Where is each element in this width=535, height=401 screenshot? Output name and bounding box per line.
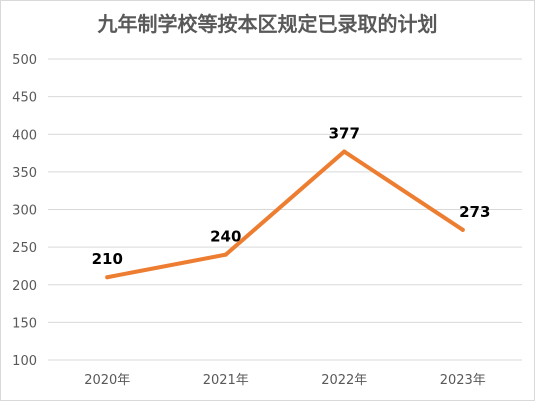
data-point [105, 275, 110, 280]
y-tick-label: 500 [12, 53, 37, 68]
y-axis: 100 150 200 250 300 350 400 450 500 [12, 53, 37, 369]
series-line [105, 149, 465, 280]
x-axis: 2020年 2021年 2022年 2023年 [84, 373, 486, 388]
x-tick-label: 2020年 [84, 373, 130, 388]
x-tick-label: 2021年 [203, 373, 249, 388]
y-tick-label: 200 [12, 279, 37, 294]
chart-title: 九年制学校等按本区规定已录取的计划 [97, 12, 438, 36]
data-label: 210 [92, 250, 123, 268]
y-tick-label: 250 [12, 241, 37, 256]
x-tick-label: 2023年 [440, 373, 486, 388]
data-point [342, 149, 347, 154]
data-labels: 210 240 377 273 [92, 125, 491, 269]
series [105, 149, 465, 280]
y-tick-label: 350 [12, 166, 37, 181]
data-label: 240 [210, 228, 241, 246]
data-label: 377 [329, 125, 360, 143]
y-tick-label: 450 [12, 91, 37, 106]
y-tick-label: 150 [12, 316, 37, 331]
gridlines [48, 58, 522, 361]
y-tick-label: 100 [12, 354, 37, 369]
x-tick-label: 2022年 [321, 373, 367, 388]
y-tick-label: 400 [12, 128, 37, 143]
y-tick-label: 300 [12, 204, 37, 219]
data-label: 273 [459, 203, 490, 221]
data-point [223, 252, 228, 257]
data-point [460, 227, 465, 232]
